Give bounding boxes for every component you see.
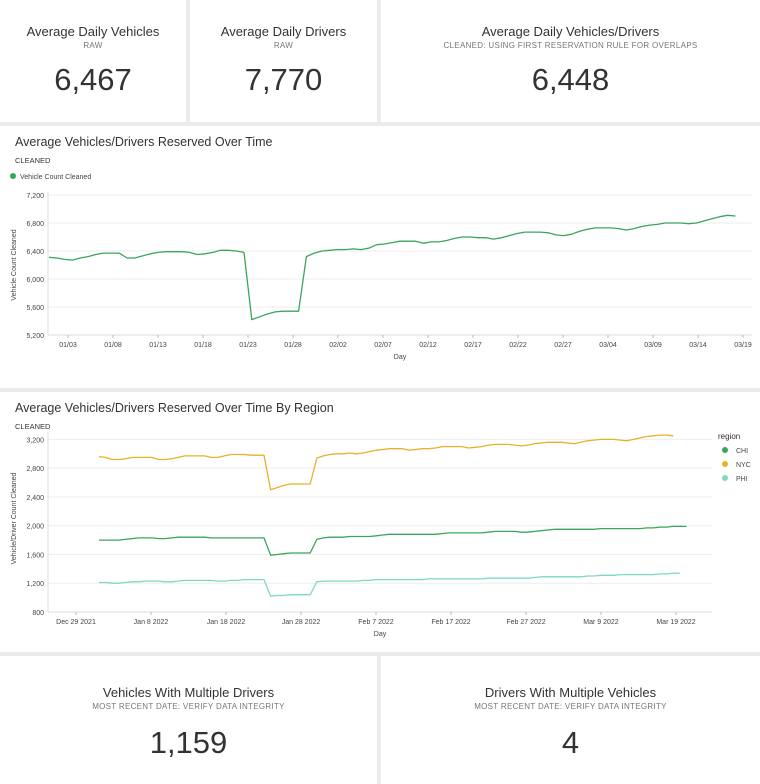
- chart-card-over-time: Average Vehicles/Drivers Reserved Over T…: [0, 126, 760, 388]
- legend-label-phi: PHI: [736, 476, 748, 483]
- series-line-phi: [99, 572, 680, 597]
- kpi-subtitle: CLEANED: USING FIRST RESERVATION RULE FO…: [443, 41, 698, 50]
- line-chart-by-region[interactable]: region CHI NYC PHI 800 1,200 1,600 2,000 2,400 2,…: [0, 392, 760, 652]
- kpi-value: 6,467: [54, 62, 132, 97]
- x-tick-label: 01/18: [194, 342, 212, 349]
- y-tick-label: 5,200: [26, 333, 44, 340]
- kpi-subtitle: MOST RECENT DATE: VERIFY DATA INTEGRITY: [92, 702, 285, 711]
- x-axis-label: Day: [374, 631, 387, 638]
- kpi-title: Drivers With Multiple Vehicles: [484, 685, 657, 700]
- x-tick-label: Jan 28 2022: [282, 619, 321, 626]
- kpi-card-multi-drivers: Vehicles With Multiple Drivers MOST RECE…: [0, 656, 377, 784]
- legend-dot-phi: [722, 475, 728, 481]
- kpi-value: 4: [561, 725, 580, 760]
- series-line-nyc: [98, 434, 674, 491]
- legend-dot-chi: [722, 447, 728, 453]
- kpi-subtitle: RAW: [273, 41, 294, 50]
- series-line-chi: [99, 525, 687, 556]
- chart-card-by-region: Average Vehicles/Drivers Reserved Over T…: [0, 392, 760, 652]
- y-tick-label: 6,000: [26, 277, 44, 284]
- x-tick-label: 02/17: [464, 342, 482, 349]
- legend-title: region: [718, 432, 740, 441]
- kpi-value: 1,159: [149, 725, 228, 760]
- x-tick-label: 01/28: [284, 342, 302, 349]
- x-tick-label: Jan 18 2022: [207, 619, 246, 626]
- y-tick-label: 7,200: [26, 193, 44, 200]
- x-tick-label: 02/22: [509, 342, 527, 349]
- kpi-card-multi-vehicles: Drivers With Multiple Vehicles MOST RECE…: [381, 656, 760, 784]
- kpi-card-cleaned: Average Daily Vehicles/Drivers CLEANED: …: [381, 0, 760, 122]
- y-tick-label: 6,400: [26, 249, 44, 256]
- y-tick-label: 2,800: [26, 466, 44, 473]
- chart-subtitle: CLEANED: [15, 422, 51, 431]
- x-tick-label: Mar 9 2022: [583, 619, 619, 626]
- legend-dot-vehicle-count: [10, 173, 16, 179]
- kpi-card-drivers: Average Daily Drivers RAW 7,770: [190, 0, 377, 122]
- kpi-title: Average Daily Drivers: [220, 24, 347, 39]
- x-tick-label: 03/04: [599, 342, 617, 349]
- x-tick-label: 03/09: [644, 342, 662, 349]
- x-tick-label: 02/27: [554, 342, 572, 349]
- x-tick-label: 02/02: [329, 342, 347, 349]
- y-tick-label: 1,200: [26, 581, 44, 588]
- kpi-subtitle: RAW: [83, 41, 103, 50]
- series-line-vehicle-count-cleaned: [48, 214, 736, 321]
- legend-label-chi: CHI: [736, 448, 748, 455]
- x-tick-label: 01/08: [104, 342, 122, 349]
- y-tick-label: 2,000: [26, 524, 44, 531]
- x-tick-label: 01/13: [149, 342, 167, 349]
- x-tick-label: Feb 27 2022: [506, 619, 545, 626]
- x-tick-label: 03/19: [734, 342, 752, 349]
- y-tick-label: 800: [32, 610, 44, 617]
- y-axis-label: Vehicle/Driver Count Cleaned: [11, 472, 18, 564]
- y-tick-label: 5,600: [26, 305, 44, 312]
- y-tick-label: 3,200: [26, 437, 44, 444]
- legend-dot-nyc: [722, 461, 728, 467]
- x-tick-label: 03/14: [689, 342, 707, 349]
- kpi-title: Average Daily Vehicles/Drivers: [481, 24, 660, 39]
- x-tick-label: Jan 8 2022: [134, 619, 169, 626]
- x-tick-label: Dec 29 2021: [56, 619, 96, 626]
- x-axis-label: Day: [394, 354, 407, 361]
- kpi-title: Average Daily Vehicles: [26, 24, 160, 39]
- kpi-card-vehicles: Average Daily Vehicles RAW 6,467: [0, 0, 186, 122]
- x-tick-label: Feb 17 2022: [431, 619, 470, 626]
- x-tick-label: 02/12: [419, 342, 437, 349]
- y-tick-label: 6,800: [26, 221, 44, 228]
- x-tick-label: 01/23: [239, 342, 257, 349]
- y-axis-label: Vehicle Count Cleaned: [11, 229, 18, 300]
- x-tick-label: 01/03: [59, 342, 77, 349]
- line-chart-over-time[interactable]: Vehicle Count Cleaned 5,200 5,600 6,000 6,40…: [0, 126, 760, 388]
- y-tick-label: 2,400: [26, 495, 44, 502]
- y-tick-label: 1,600: [26, 552, 44, 559]
- x-tick-label: 02/07: [374, 342, 392, 349]
- legend-label: Vehicle Count Cleaned: [20, 174, 91, 181]
- x-tick-label: Mar 19 2022: [656, 619, 695, 626]
- kpi-subtitle: MOST RECENT DATE: VERIFY DATA INTEGRITY: [474, 702, 667, 711]
- kpi-value: 7,770: [244, 62, 323, 97]
- kpi-value: 6,448: [531, 62, 610, 97]
- kpi-title: Vehicles With Multiple Drivers: [102, 685, 275, 700]
- legend-label-nyc: NYC: [736, 462, 751, 469]
- x-tick-label: Feb 7 2022: [358, 619, 394, 626]
- chart-title: Average Vehicles/Drivers Reserved Over T…: [15, 401, 334, 415]
- chart-title: Average Vehicles/Drivers Reserved Over T…: [15, 135, 273, 149]
- chart-subtitle: CLEANED: [15, 156, 51, 165]
